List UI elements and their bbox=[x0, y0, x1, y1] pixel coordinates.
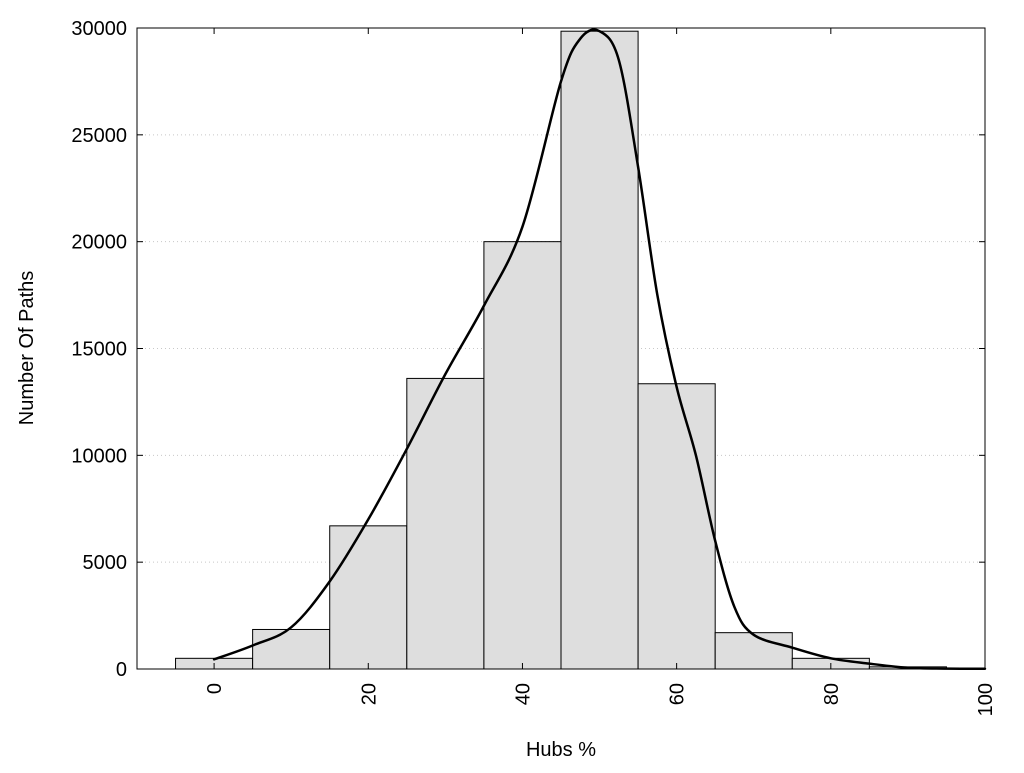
histogram-bar-1 bbox=[252, 628, 331, 670]
x-axis-ticks: 0 20 40 60 80 100 bbox=[204, 28, 997, 716]
density-curve-layer bbox=[212, 28, 987, 671]
histogram-bar-3 bbox=[406, 377, 485, 670]
histogram-bar-7 bbox=[714, 632, 793, 670]
histogram-bar-5 bbox=[560, 30, 639, 670]
x-tick-label: 20 bbox=[358, 683, 380, 705]
y-axis-title: Number Of Paths bbox=[16, 271, 38, 426]
histogram-bar-2 bbox=[329, 525, 408, 670]
y-tick-label: 30000 bbox=[71, 18, 127, 40]
y-tick-label: 0 bbox=[116, 659, 127, 681]
y-axis-ticks: 0 5000 10000 15000 20000 25000 30000 bbox=[71, 18, 985, 681]
histogram-bar-6 bbox=[637, 383, 716, 670]
x-tick-label: 60 bbox=[667, 683, 689, 705]
x-tick-label: 100 bbox=[975, 683, 997, 716]
y-tick-label: 10000 bbox=[71, 445, 127, 467]
x-tick-label: 80 bbox=[821, 683, 843, 705]
x-tick-label: 0 bbox=[204, 683, 226, 694]
histogram-bar-4 bbox=[483, 241, 562, 670]
y-tick-label: 20000 bbox=[71, 232, 127, 254]
x-axis-title: Hubs % bbox=[526, 739, 596, 761]
y-tick-label: 5000 bbox=[83, 552, 128, 574]
y-tick-label: 15000 bbox=[71, 339, 127, 361]
histogram-bars bbox=[175, 30, 947, 670]
y-tick-label: 25000 bbox=[71, 125, 127, 147]
density-curve bbox=[212, 28, 987, 671]
x-tick-label: 40 bbox=[512, 683, 534, 705]
